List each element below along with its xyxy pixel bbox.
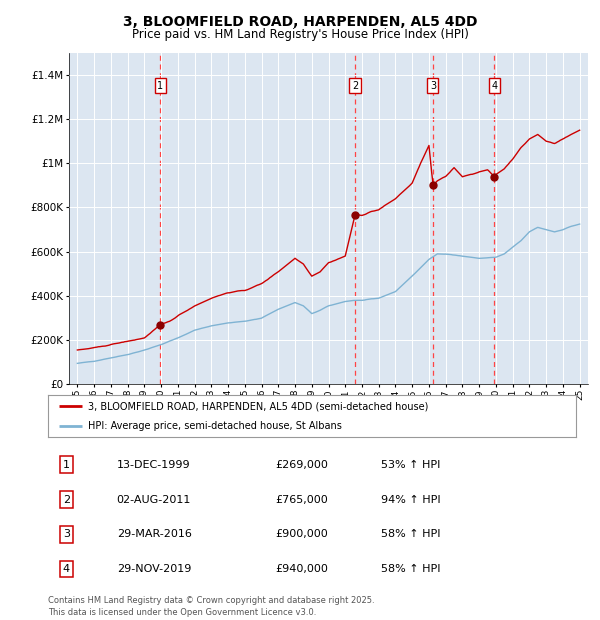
Text: 13-DEC-1999: 13-DEC-1999 [116, 459, 190, 469]
Text: 58% ↑ HPI: 58% ↑ HPI [380, 529, 440, 539]
Text: 2: 2 [63, 495, 70, 505]
Text: 3: 3 [430, 81, 436, 91]
Text: 29-NOV-2019: 29-NOV-2019 [116, 564, 191, 574]
Text: Price paid vs. HM Land Registry's House Price Index (HPI): Price paid vs. HM Land Registry's House … [131, 28, 469, 41]
Text: Contains HM Land Registry data © Crown copyright and database right 2025.
This d: Contains HM Land Registry data © Crown c… [48, 596, 374, 617]
Text: £765,000: £765,000 [275, 495, 328, 505]
Text: 3, BLOOMFIELD ROAD, HARPENDEN, AL5 4DD: 3, BLOOMFIELD ROAD, HARPENDEN, AL5 4DD [123, 16, 477, 30]
Text: 53% ↑ HPI: 53% ↑ HPI [380, 459, 440, 469]
Text: 2: 2 [352, 81, 358, 91]
Text: 02-AUG-2011: 02-AUG-2011 [116, 495, 191, 505]
Text: 94% ↑ HPI: 94% ↑ HPI [380, 495, 440, 505]
Text: 3, BLOOMFIELD ROAD, HARPENDEN, AL5 4DD (semi-detached house): 3, BLOOMFIELD ROAD, HARPENDEN, AL5 4DD (… [88, 401, 428, 411]
Text: £269,000: £269,000 [275, 459, 328, 469]
Text: £900,000: £900,000 [275, 529, 328, 539]
Text: 4: 4 [491, 81, 497, 91]
Text: 29-MAR-2016: 29-MAR-2016 [116, 529, 191, 539]
Text: HPI: Average price, semi-detached house, St Albans: HPI: Average price, semi-detached house,… [88, 421, 341, 431]
Text: 1: 1 [63, 459, 70, 469]
Text: 1: 1 [157, 81, 163, 91]
Text: 4: 4 [63, 564, 70, 574]
Text: £940,000: £940,000 [275, 564, 328, 574]
Text: 3: 3 [63, 529, 70, 539]
Text: 58% ↑ HPI: 58% ↑ HPI [380, 564, 440, 574]
